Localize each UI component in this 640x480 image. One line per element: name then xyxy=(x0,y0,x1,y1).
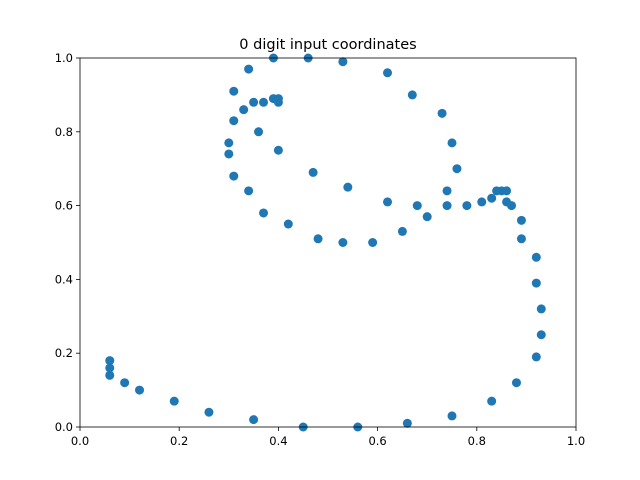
y-tick-label: 0.4 xyxy=(55,272,73,286)
data-point xyxy=(259,208,269,218)
axes-frame xyxy=(79,57,577,428)
data-point xyxy=(397,226,407,236)
data-point xyxy=(531,252,541,262)
x-tick-label: 0.4 xyxy=(269,434,287,448)
data-point xyxy=(244,64,254,74)
data-point xyxy=(422,212,432,222)
data-point xyxy=(368,238,378,247)
data-point xyxy=(462,201,472,211)
data-point xyxy=(487,193,497,203)
data-point xyxy=(516,234,526,244)
data-point xyxy=(447,411,457,421)
data-point xyxy=(383,68,393,78)
data-point xyxy=(120,378,130,388)
data-point xyxy=(338,57,348,67)
data-point xyxy=(383,197,393,207)
data-point xyxy=(536,330,546,340)
y-tick-label: 0.8 xyxy=(55,125,73,139)
chart-title: 0 digit input coordinates xyxy=(239,37,416,53)
data-point xyxy=(487,396,497,406)
data-point xyxy=(229,171,239,181)
data-point xyxy=(244,186,254,196)
data-point xyxy=(249,415,259,425)
data-point xyxy=(254,127,264,137)
data-point xyxy=(239,105,249,115)
data-point xyxy=(229,86,239,96)
data-point xyxy=(273,145,283,155)
data-point xyxy=(224,138,234,148)
data-point xyxy=(531,352,541,362)
data-point xyxy=(135,385,145,395)
data-point xyxy=(536,304,546,314)
y-tick-label: 1.0 xyxy=(55,51,73,65)
x-tick-label: 0.0 xyxy=(71,434,89,448)
data-point xyxy=(308,167,318,177)
y-axis: 0.0 0.2 0.4 0.6 0.8 1.0 xyxy=(55,51,80,434)
data-point xyxy=(224,149,234,159)
data-point xyxy=(531,278,541,288)
data-point xyxy=(259,97,269,107)
data-point xyxy=(283,219,293,229)
data-point xyxy=(204,407,214,417)
y-tick-label: 0.2 xyxy=(55,346,73,360)
data-points xyxy=(105,53,546,432)
data-point xyxy=(229,116,239,126)
data-point xyxy=(343,182,353,192)
data-point xyxy=(249,97,259,107)
data-point xyxy=(273,97,283,107)
data-point xyxy=(407,90,417,100)
data-point xyxy=(105,356,115,366)
data-point xyxy=(507,201,517,211)
x-tick-label: 0.2 xyxy=(170,434,188,448)
y-tick-label: 0.6 xyxy=(55,199,73,213)
data-point xyxy=(442,186,452,196)
data-point xyxy=(338,238,348,247)
data-point xyxy=(442,201,452,211)
data-point xyxy=(477,197,487,207)
x-tick-label: 1.0 xyxy=(567,434,585,448)
x-axis: 0.0 0.2 0.4 0.6 0.8 1.0 xyxy=(71,427,585,448)
data-point xyxy=(402,418,412,428)
data-point xyxy=(105,363,115,373)
data-point xyxy=(105,370,115,380)
data-point xyxy=(169,396,179,406)
y-tick-label: 0.0 xyxy=(55,420,73,434)
data-point xyxy=(313,234,323,244)
data-point xyxy=(452,164,462,174)
data-point xyxy=(447,138,457,148)
data-point xyxy=(412,201,422,211)
data-point xyxy=(516,215,526,225)
data-point xyxy=(511,378,521,388)
data-point xyxy=(437,108,447,118)
data-point xyxy=(502,186,512,196)
x-tick-label: 0.6 xyxy=(368,434,386,448)
x-tick-label: 0.8 xyxy=(468,434,486,448)
